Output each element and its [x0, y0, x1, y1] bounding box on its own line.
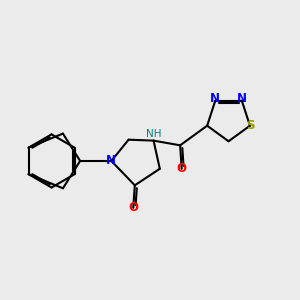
Text: N: N [237, 92, 247, 106]
Text: O: O [177, 162, 187, 175]
Text: NH: NH [146, 129, 162, 139]
Text: O: O [128, 201, 138, 214]
Text: S: S [246, 119, 254, 132]
Text: N: N [210, 92, 220, 106]
Text: N: N [106, 154, 116, 167]
